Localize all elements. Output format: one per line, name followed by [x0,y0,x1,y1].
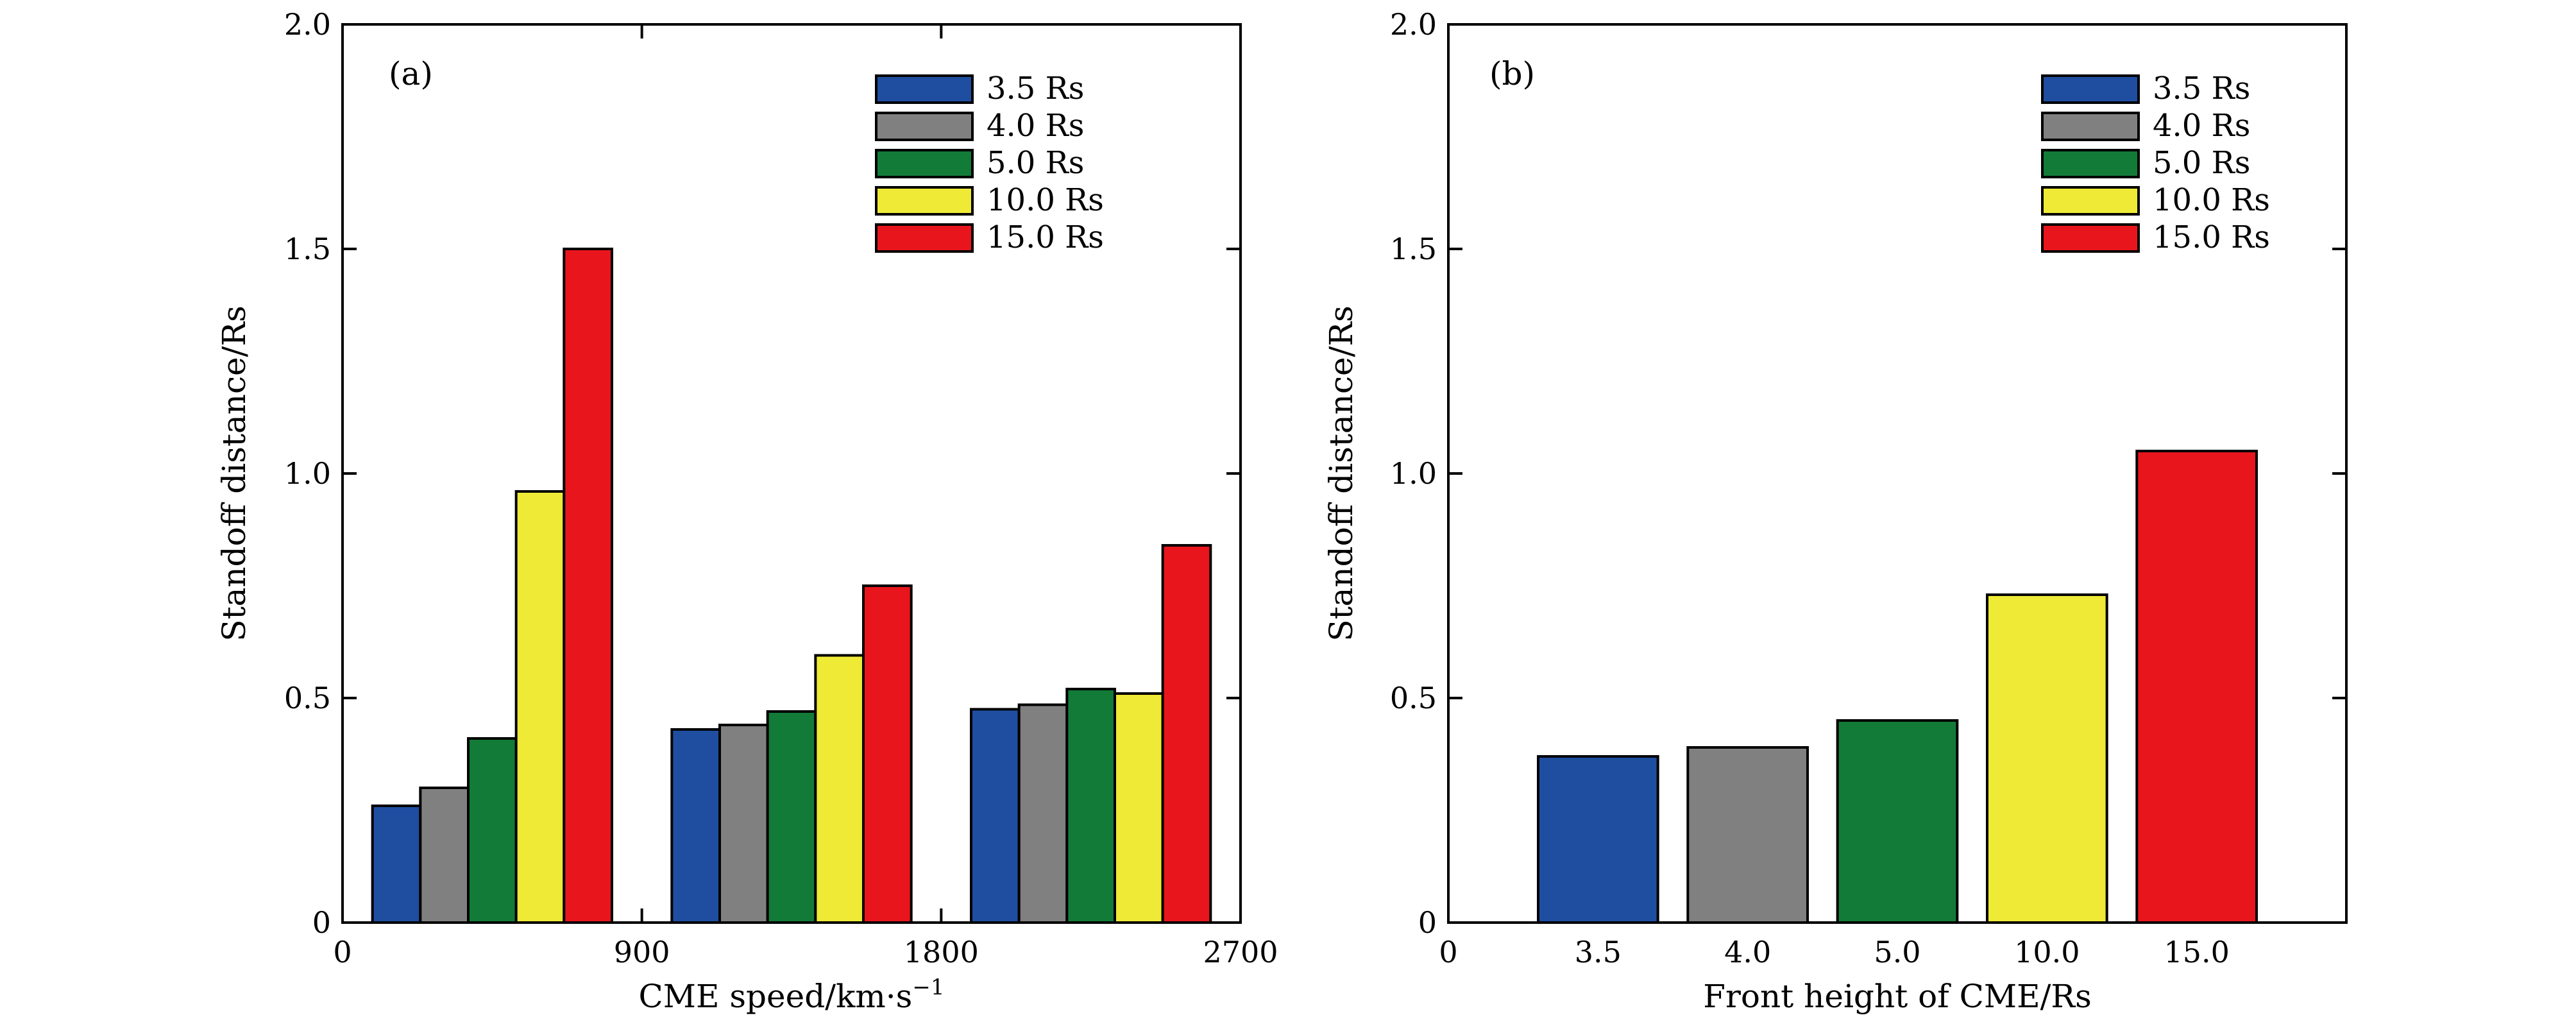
bar-a [371,805,422,924]
legend-swatch-a [875,112,974,141]
y-tick-label-b: 1.5 [1390,232,1437,266]
bar-a [862,584,913,924]
bar-a [670,728,722,924]
legend-label-b: 5.0 Rs [2153,145,2250,181]
legend-swatch-b [2041,74,2140,104]
y-tick-label-a: 2.0 [284,7,331,42]
y-tick-label-b: 0 [1418,905,1437,940]
x-axis-label-a: CME speed/km·s−1 [639,975,945,1015]
bar-a [467,737,518,924]
x-tick-label-b: 0 [1439,935,1457,969]
panel-label-a: (a) [389,55,433,92]
x-tick-label-b: 4.0 [1724,935,1771,969]
y-tick-label-b: 1.0 [1390,456,1437,491]
bar-b [1986,593,2108,924]
legend-swatch-b [2041,223,2140,253]
x-tick-label-b: 10.0 [2014,935,2080,969]
bar-a [1114,692,1164,924]
x-tick-label-a: 0 [333,935,352,969]
legend-swatch-b [2041,149,2140,178]
panel-label-b: (b) [1489,55,1535,92]
x-tick-label-b: 3.5 [1575,935,1622,969]
bar-a [1017,703,1069,924]
legend-swatch-a [875,186,974,216]
bar-b [1537,755,1659,924]
bar-a [970,708,1021,924]
y-axis-label-b: Standoff distance/Rs [1323,305,1360,641]
bar-a [766,710,817,924]
bar-a [814,654,865,924]
bar-a [514,490,566,924]
legend-label-b: 4.0 Rs [2153,108,2250,144]
legend-label-a: 4.0 Rs [987,108,1084,144]
x-axis-label-b: Front height of CME/Rs [1703,978,2091,1015]
bar-a [419,787,470,924]
y-tick-label-a: 1.0 [284,456,331,491]
x-tick-label-b: 5.0 [1874,935,1920,969]
x-tick-label-b: 15.0 [2164,935,2229,969]
x-tick-label-a: 1800 [904,935,979,969]
bars-b [1537,450,2258,924]
legend-label-a: 3.5 Rs [987,71,1084,107]
y-axis-label-a: Standoff distance/Rs [216,305,253,641]
y-tick-label-a: 0.5 [284,681,331,715]
x-axis-label-a-superscript: −1 [912,975,944,1000]
legend-swatch-a [875,149,974,178]
legend-swatch-b [2041,112,2140,141]
legend-label-b: 3.5 Rs [2153,71,2250,107]
bar-a [718,724,769,924]
x-axis-label-a-main: CME speed/km·s [639,978,913,1015]
x-tick-label-a: 2700 [1203,935,1278,969]
bar-b [2135,450,2258,924]
bar-a [563,248,613,924]
x-tick-label-a: 900 [614,935,670,969]
legend-label-b: 10.0 Rs [2153,182,2270,218]
legend-label-a: 15.0 Rs [987,219,1104,255]
chart-panel-a: 0 900 1800 2700 0 0.5 1.0 1.5 2.0 3.5 Rs4.0 Rs5.… [216,7,1278,1015]
y-tick-label-b: 0.5 [1390,681,1437,715]
legend-label-a: 10.0 Rs [987,182,1104,218]
chart-panel-b: 0 3.5 4.0 5.0 10.0 15.0 0 0.5 1.0 1.5 2.0 3.5 Rs4.… [1323,7,2348,1015]
bar-a [1065,688,1117,924]
legend-label-a: 5.0 Rs [987,145,1084,181]
legend-label-b: 15.0 Rs [2153,219,2270,255]
legend-swatch-a [875,223,974,253]
bar-b [1836,719,1959,924]
y-tick-label-a: 0 [312,905,331,940]
tick-marks-b: 0 3.5 4.0 5.0 10.0 15.0 0 0.5 1.0 1.5 2.0 [1390,7,2346,969]
bars-a [371,248,1212,924]
bar-a [1161,544,1212,924]
y-tick-label-b: 2.0 [1390,7,1437,42]
legend-swatch-b [2041,186,2140,216]
tick-marks-a: 0 900 1800 2700 0 0.5 1.0 1.5 2.0 [284,7,1278,969]
legend-swatch-a [875,74,974,104]
bar-b [1686,746,1809,924]
y-tick-label-a: 1.5 [284,232,331,266]
